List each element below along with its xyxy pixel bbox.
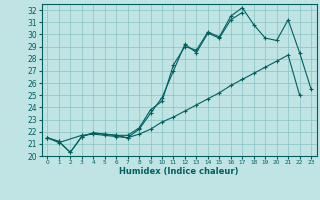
X-axis label: Humidex (Indice chaleur): Humidex (Indice chaleur) (119, 167, 239, 176)
